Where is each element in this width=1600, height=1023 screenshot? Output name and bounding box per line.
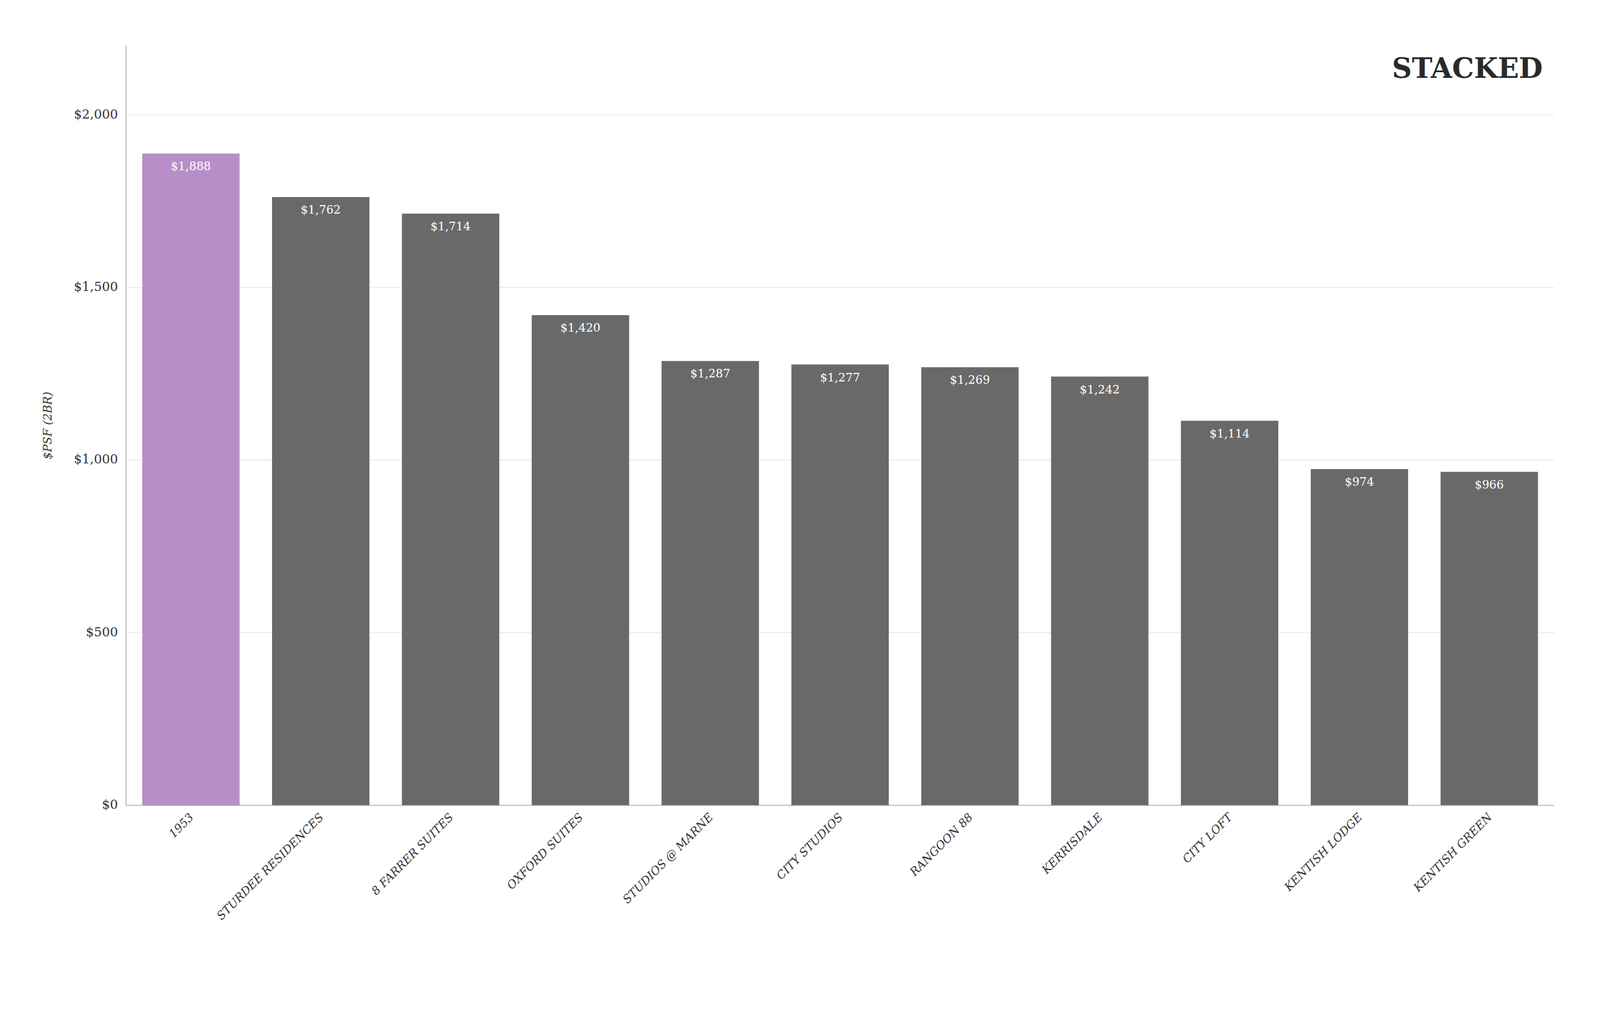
x-tick-label: KERRISDALE xyxy=(1038,809,1106,877)
bars xyxy=(142,153,1538,806)
x-tick-label: RANGOON 88 xyxy=(906,810,976,880)
bar xyxy=(1440,471,1539,806)
bar xyxy=(272,196,370,806)
data-label: $1,888 xyxy=(170,159,211,173)
y-axis: $0 $500 $1,000 $1,500 $2,000 xyxy=(73,45,126,812)
y-axis-line xyxy=(125,45,126,806)
grid xyxy=(125,115,1555,806)
watermark: STACKED xyxy=(1392,52,1543,85)
bar xyxy=(1180,420,1279,806)
data-label: $1,277 xyxy=(820,370,861,385)
data-label: $1,762 xyxy=(300,202,341,217)
y-tick-label: $2,000 xyxy=(73,107,118,122)
bar xyxy=(921,367,1019,806)
x-tick-label: KENTISH GREEN xyxy=(1410,809,1496,896)
x-tick-label: 1953 xyxy=(166,810,197,841)
x-tick-label: CITY LOFT xyxy=(1179,809,1236,866)
y-tick-label: $0 xyxy=(101,797,118,812)
bar xyxy=(402,213,500,806)
bar xyxy=(661,360,759,806)
data-label: $1,287 xyxy=(690,366,731,381)
y-axis-label: $PSF (2BR) xyxy=(40,391,55,460)
chart-svg: $0 $500 $1,000 $1,500 $2,000 $PSF (2BR) $1,888… xyxy=(0,0,1600,1023)
data-label: $1,114 xyxy=(1209,426,1250,441)
data-label: $1,242 xyxy=(1079,382,1120,397)
data-label: $1,420 xyxy=(560,320,601,335)
grid-line xyxy=(125,114,1555,116)
x-tick-label: OXFORD SUITES xyxy=(503,810,586,893)
grid-line xyxy=(125,805,1555,806)
data-label: $1,714 xyxy=(430,219,471,234)
bar xyxy=(142,153,240,806)
x-tick-label: 8 FARRER SUITES xyxy=(368,810,457,898)
chart-container: $0 $500 $1,000 $1,500 $2,000 $PSF (2BR) $1,888… xyxy=(0,0,1600,1023)
data-labels: $1,888 $1,762 $1,714 $1,420 $1,287 $1,277 $1,2… xyxy=(170,159,1504,492)
x-tick-label: STUDIOS @ MARNE xyxy=(619,809,716,906)
data-label: $974 xyxy=(1344,474,1374,489)
data-label: $1,269 xyxy=(950,372,991,387)
y-tick-label: $1,500 xyxy=(73,279,118,294)
data-label: $966 xyxy=(1474,477,1504,492)
y-tick-label: $500 xyxy=(85,624,118,640)
bar xyxy=(1050,376,1149,806)
x-axis: 1953 STURDEE RESIDENCES 8 FARRER SUITES OXF… xyxy=(125,805,1555,923)
y-tick-label: $1,000 xyxy=(73,451,118,467)
x-tick-label: STURDEE RESIDENCES xyxy=(213,810,326,923)
bar xyxy=(531,314,630,806)
bar xyxy=(1310,469,1409,806)
x-axis-line xyxy=(125,804,1555,806)
bar xyxy=(791,364,889,806)
x-tick-label: KENTISH LODGE xyxy=(1281,809,1366,894)
x-tick-label: CITY STUDIOS xyxy=(773,810,846,883)
